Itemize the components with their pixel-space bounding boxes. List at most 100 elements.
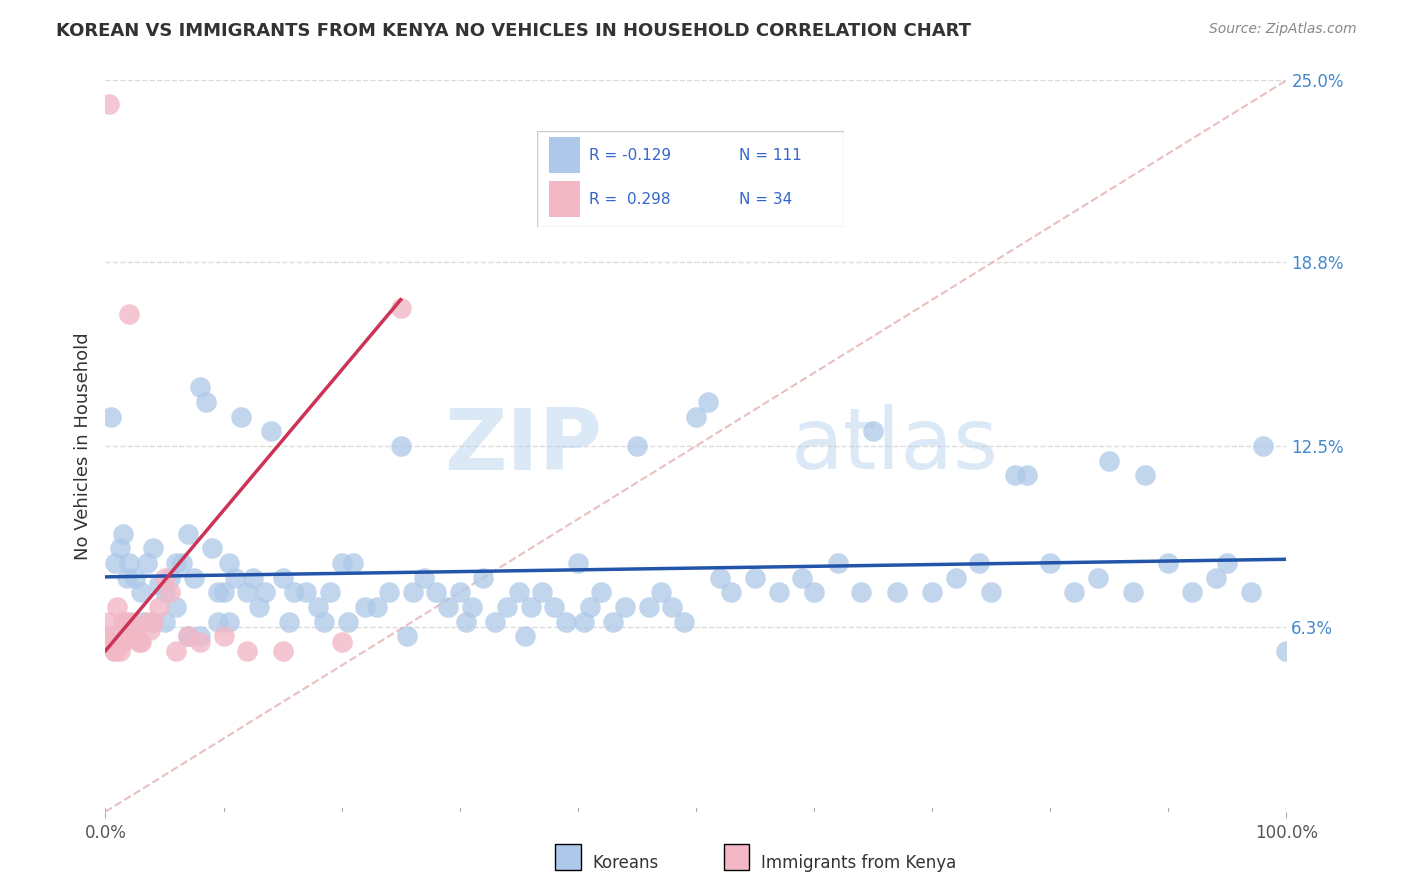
Point xyxy=(118,307,141,321)
Point xyxy=(148,576,170,591)
Point xyxy=(112,615,135,629)
Point xyxy=(124,629,146,643)
Point xyxy=(626,439,648,453)
Point xyxy=(236,644,259,658)
Point xyxy=(484,615,506,629)
Point xyxy=(105,599,128,614)
Point xyxy=(366,599,388,614)
Point xyxy=(218,615,240,629)
Point xyxy=(124,629,146,643)
Point xyxy=(242,571,264,585)
Point xyxy=(295,585,318,599)
Point xyxy=(543,599,565,614)
Point xyxy=(177,526,200,541)
Point xyxy=(129,635,152,649)
Point xyxy=(342,556,364,570)
Point xyxy=(945,571,967,585)
Point xyxy=(135,556,157,570)
Point xyxy=(103,644,125,658)
Point xyxy=(389,301,412,316)
Point xyxy=(153,615,176,629)
Point xyxy=(685,409,707,424)
Point xyxy=(1133,468,1156,483)
Point xyxy=(513,629,536,643)
Point xyxy=(395,629,418,643)
Point xyxy=(319,585,342,599)
Point xyxy=(886,585,908,599)
Point xyxy=(1157,556,1180,570)
Point xyxy=(142,615,165,629)
Point xyxy=(124,571,146,585)
Point xyxy=(98,635,121,649)
Point xyxy=(128,635,150,649)
Point xyxy=(591,585,613,599)
Point xyxy=(271,644,294,658)
Text: ZIP: ZIP xyxy=(444,404,602,488)
Point xyxy=(307,599,329,614)
Point xyxy=(188,629,211,643)
Point xyxy=(212,629,235,643)
Point xyxy=(1240,585,1263,599)
Point xyxy=(413,571,436,585)
Point xyxy=(129,585,152,599)
Point xyxy=(969,556,991,570)
Point xyxy=(567,556,589,570)
Point xyxy=(519,599,541,614)
Point xyxy=(572,615,595,629)
Point xyxy=(696,395,718,409)
Point xyxy=(148,599,170,614)
Point xyxy=(135,615,157,629)
Point xyxy=(100,629,122,643)
Point xyxy=(207,615,229,629)
Point xyxy=(578,599,600,614)
Point xyxy=(827,556,849,570)
Point xyxy=(277,615,299,629)
Point xyxy=(165,556,187,570)
Point xyxy=(862,425,884,439)
Point xyxy=(449,585,471,599)
Point xyxy=(336,615,359,629)
Point xyxy=(177,629,200,643)
Point xyxy=(112,635,135,649)
Point xyxy=(496,599,519,614)
Point xyxy=(177,629,200,643)
Point xyxy=(139,624,162,638)
Point xyxy=(803,585,825,599)
Text: Source: ZipAtlas.com: Source: ZipAtlas.com xyxy=(1209,22,1357,37)
Point xyxy=(673,615,696,629)
Point xyxy=(132,615,155,629)
Point xyxy=(231,409,253,424)
Point xyxy=(792,571,814,585)
Point xyxy=(112,526,135,541)
Point xyxy=(1275,644,1298,658)
Point xyxy=(460,599,482,614)
Point xyxy=(1039,556,1062,570)
Point xyxy=(378,585,401,599)
Point xyxy=(472,571,495,585)
Point xyxy=(159,571,181,585)
Point xyxy=(120,615,142,629)
Point xyxy=(1004,468,1026,483)
Point xyxy=(165,644,187,658)
Point xyxy=(110,635,132,649)
Point xyxy=(224,571,246,585)
Point xyxy=(188,635,211,649)
Point xyxy=(637,599,659,614)
Point xyxy=(108,541,131,556)
Point xyxy=(851,585,873,599)
Point xyxy=(114,629,136,643)
Text: Immigrants from Kenya: Immigrants from Kenya xyxy=(761,854,956,871)
Point xyxy=(425,585,447,599)
Point xyxy=(153,585,176,599)
Point xyxy=(330,556,353,570)
Point xyxy=(980,585,1002,599)
Point xyxy=(661,599,683,614)
Text: Koreans: Koreans xyxy=(592,854,658,871)
Point xyxy=(218,556,240,570)
Point xyxy=(260,425,283,439)
Point xyxy=(650,585,672,599)
Point xyxy=(921,585,943,599)
Point xyxy=(142,541,165,556)
Point xyxy=(602,615,624,629)
Point xyxy=(283,585,305,599)
